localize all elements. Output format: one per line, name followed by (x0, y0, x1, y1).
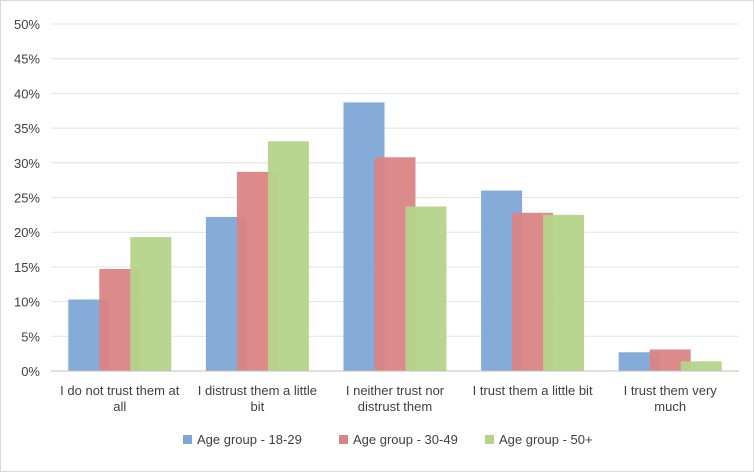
legend-swatch (485, 435, 494, 444)
legend-label: Age group - 50+ (499, 432, 593, 447)
bar (680, 361, 722, 371)
legend-label: Age group - 30-49 (353, 432, 458, 447)
legend-swatch (183, 435, 192, 444)
x-category-label: I do not trust them at all (60, 383, 180, 414)
bar (267, 141, 309, 371)
x-category-label: I neither trust nor distrust them (346, 383, 445, 414)
y-tick-label: 45% (14, 52, 40, 67)
y-tick-label: 40% (14, 86, 40, 101)
y-tick-label: 25% (14, 191, 40, 206)
bar (130, 237, 172, 371)
y-tick-label: 35% (14, 121, 40, 136)
bar (405, 206, 447, 371)
x-category-label: I distrust them a little bit (198, 383, 317, 414)
legend-label: Age group - 18-29 (197, 432, 302, 447)
y-axis-tick-labels: 0% 5% 10% 15% 20% 25% 30% 35% 40% 45% 50% (14, 17, 40, 379)
bars (68, 102, 722, 371)
x-category-label: I trust them a little bit (473, 383, 593, 398)
bar (618, 352, 660, 371)
legend: Age group - 18-29 Age group - 30-49 Age gr… (183, 432, 593, 447)
y-tick-label: 15% (14, 260, 40, 275)
legend-swatch (339, 435, 348, 444)
bar (543, 214, 585, 371)
bar (649, 349, 691, 371)
x-axis-category-labels: I do not trust them at all I distrust them… (60, 383, 717, 414)
y-tick-label: 50% (14, 17, 40, 32)
y-tick-label: 30% (14, 156, 40, 171)
y-tick-label: 10% (14, 295, 40, 310)
x-category-label: I trust them very much (624, 383, 718, 414)
y-tick-label: 5% (21, 329, 40, 344)
y-tick-label: 20% (14, 225, 40, 240)
y-tick-label: 0% (21, 364, 40, 379)
